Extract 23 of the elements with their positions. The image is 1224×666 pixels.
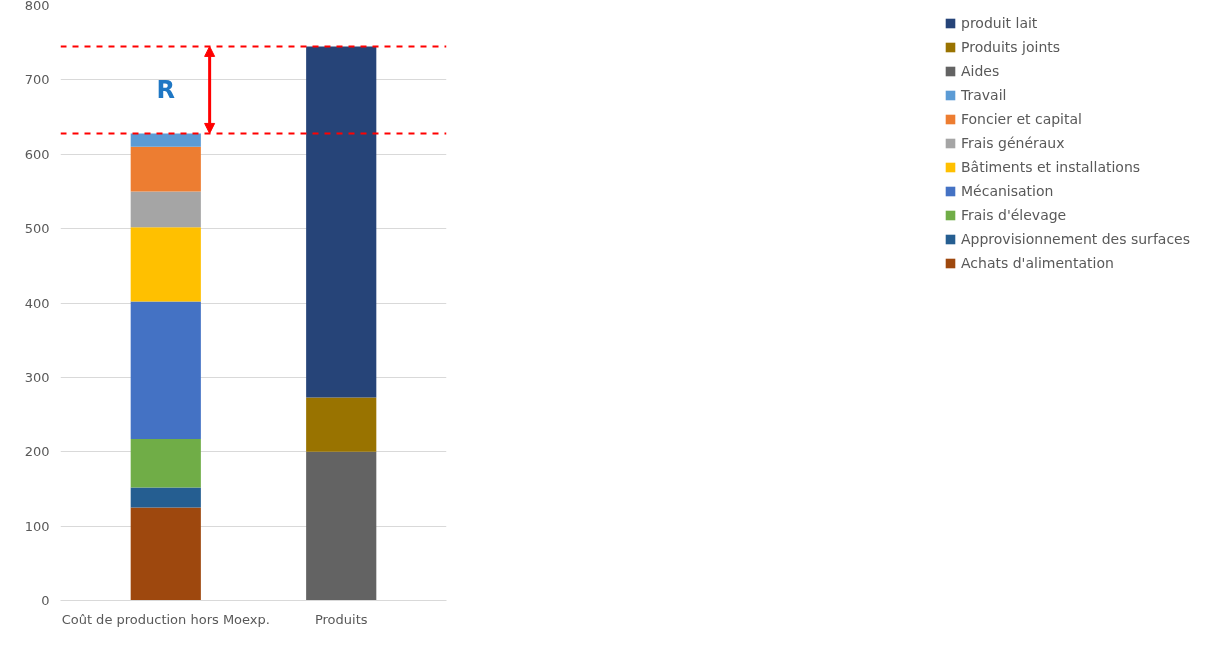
legend-label: Produits joints <box>961 39 1061 55</box>
y-tick-label: 400 <box>24 295 50 311</box>
y-tick-label: 300 <box>24 369 50 385</box>
x-tick-label: Coût de production hors Moexp. <box>61 611 270 627</box>
y-tick-label: 600 <box>24 146 50 162</box>
legend-label: Bâtiments et installations <box>961 159 1141 175</box>
annotation: R <box>156 75 176 104</box>
y-tick-label: 100 <box>24 518 50 534</box>
y-tick-label: 800 <box>24 0 50 13</box>
legend-label: Aides <box>961 63 1000 79</box>
legend-label: Approvisionnement des surfaces <box>961 231 1190 247</box>
y-tick-label: 200 <box>24 444 50 460</box>
x-tick-label: Produits <box>314 611 368 627</box>
y-tick-label: 0 <box>41 593 50 608</box>
legend-label: Travail <box>961 87 1007 103</box>
legend-label: Achats d'alimentation <box>961 255 1114 271</box>
legend-label: Mécanisation <box>961 183 1054 199</box>
legend-label: produit lait <box>961 15 1038 31</box>
legend-label: Frais généraux <box>961 135 1065 151</box>
legend-label: Foncier et capital <box>961 111 1082 127</box>
y-tick-label: 700 <box>24 72 50 88</box>
legend-label: Frais d'élevage <box>961 207 1067 223</box>
y-tick-label: 500 <box>24 221 50 237</box>
